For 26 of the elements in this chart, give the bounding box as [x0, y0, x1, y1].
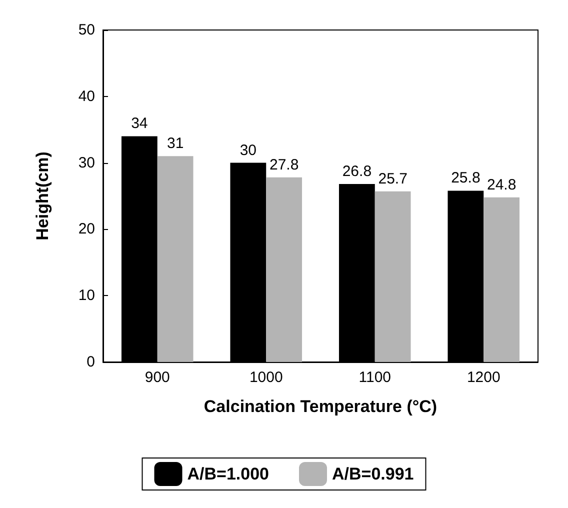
data-label: 27.8	[269, 156, 299, 174]
x-tick-label: 900	[144, 369, 170, 386]
y-tick-label: 40	[78, 88, 95, 105]
y-axis-title: Height(cm)	[33, 152, 52, 240]
y-tick-label: 20	[78, 220, 95, 238]
x-axis-title: Calcination Temperature (°C)	[204, 397, 438, 416]
data-label: 25.7	[378, 170, 408, 188]
x-tick-label: 1200	[466, 369, 500, 386]
x-tick-label: 1000	[249, 369, 283, 386]
data-label: 34	[131, 115, 148, 132]
y-tick-label: 0	[86, 354, 95, 370]
y-tick-label: 10	[78, 287, 95, 304]
bar	[157, 156, 194, 362]
bar	[484, 197, 520, 362]
legend-label: A/B=0.991	[332, 464, 414, 484]
bar	[266, 177, 302, 362]
data-label: 25.8	[451, 170, 480, 187]
data-label: 30	[240, 142, 257, 159]
x-tick-label: 1100	[358, 369, 392, 386]
y-tick-label: 50	[78, 22, 95, 38]
data-label: 24.8	[486, 176, 516, 194]
data-label: 31	[166, 135, 184, 152]
bar	[374, 191, 411, 362]
y-tick-label: 30	[78, 154, 95, 172]
legend-label: A/B=1.000	[187, 464, 270, 484]
data-label: 26.8	[342, 163, 372, 180]
